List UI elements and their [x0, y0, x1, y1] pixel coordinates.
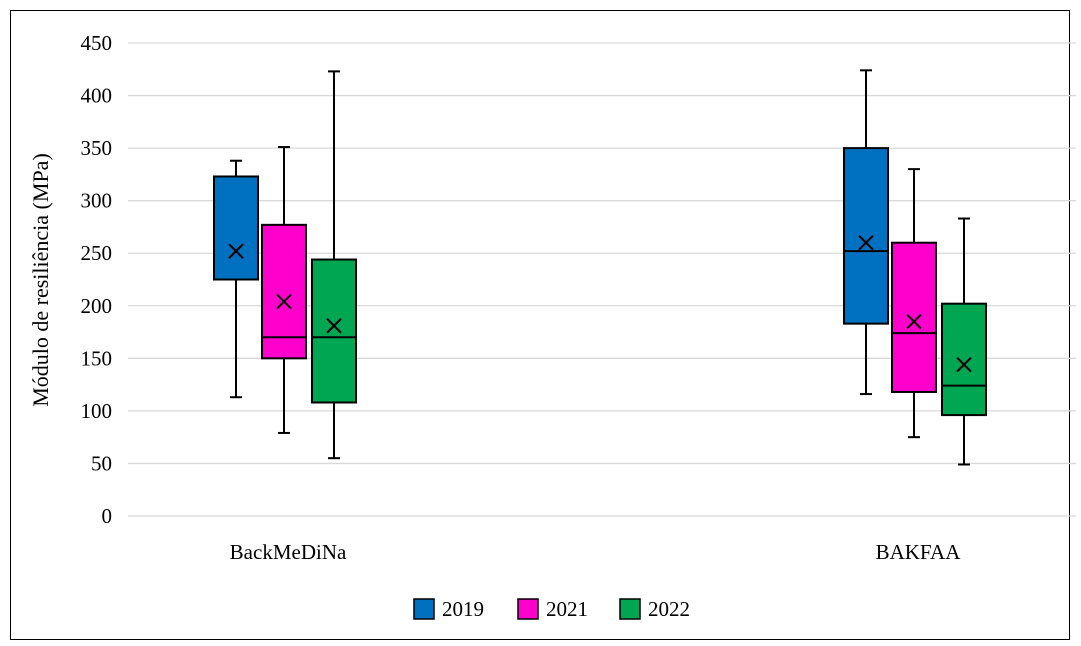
category-label-backmedina: BackMeDiNa [230, 540, 347, 564]
mean-marker-b [956, 356, 972, 373]
legend-label-2019: 2019 [442, 597, 484, 621]
box-2019-backmedina [213, 159, 259, 399]
y-tick-label-450: 450 [81, 31, 113, 55]
box-body [843, 147, 889, 325]
box-body [311, 258, 357, 404]
mean-marker-b [276, 293, 292, 310]
legend-label-2022: 2022 [648, 597, 690, 621]
y-tick-label-100: 100 [81, 399, 113, 423]
mean-marker-b [906, 313, 922, 330]
y-tick-label-400: 400 [81, 84, 113, 108]
y-tick-label-200: 200 [81, 294, 113, 318]
category-label-bakfaa: BAKFAA [876, 540, 962, 564]
mean-marker-b [326, 318, 342, 334]
box-body [261, 223, 307, 360]
y-tick-label-50: 50 [91, 451, 112, 475]
mean-marker-b [228, 243, 244, 259]
y-tick-label-350: 350 [81, 136, 113, 160]
y-tick-label-150: 150 [81, 346, 113, 370]
category-labels: BackMeDiNa BAKFAA [230, 540, 962, 564]
legend-swatch-2022 [619, 598, 641, 620]
y-tick-label-0: 0 [102, 504, 113, 528]
box-2022-backmedina [311, 70, 357, 460]
box-2021-backmedina [261, 146, 307, 434]
box-2021-bakfaa [891, 168, 937, 439]
box-body [891, 241, 937, 393]
mean-marker-b [858, 235, 874, 251]
box-body [213, 175, 259, 281]
box-body [941, 302, 987, 417]
legend-swatch-2021 [517, 598, 539, 620]
legend-label-2021: 2021 [546, 597, 588, 621]
y-tick-label-300: 300 [81, 189, 113, 213]
y-axis-label: Módulo de resiliência (MPa) [28, 153, 53, 407]
box-2019-bakfaa [843, 69, 889, 396]
boxes [213, 69, 987, 466]
y-tick-label-250: 250 [81, 241, 113, 265]
y-axis-ticks: 0 50 100 150 200 250 300 350 400 450 [81, 31, 113, 528]
box-2022-bakfaa [941, 217, 987, 466]
legend-swatch-2019 [413, 598, 435, 620]
legend: 2019 2021 2022 [413, 597, 690, 621]
